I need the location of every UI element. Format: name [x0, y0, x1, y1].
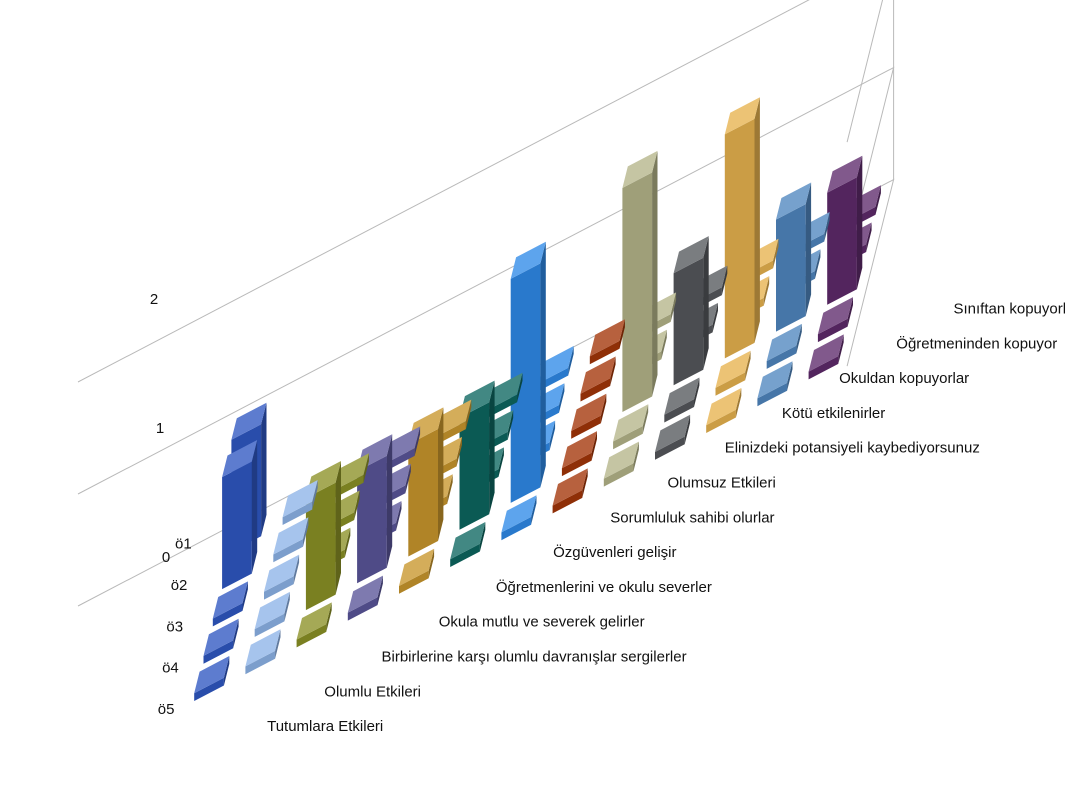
bar-ö5-6 [450, 522, 486, 567]
bar-ö5-9 [603, 441, 639, 487]
series-label: Okula mutlu ve severek gelirler [439, 614, 645, 631]
bar-ö1-8 [589, 319, 625, 365]
series-axis-labels: Tutumlara Etkileri Olumlu Etkileri Birbirl… [267, 301, 1065, 736]
bar-ö4-4 [357, 434, 393, 584]
bar-ö4-13 [817, 297, 853, 343]
bar-ö3-12 [776, 182, 812, 332]
bar-ö5-10 [655, 414, 691, 460]
bar-ö5-11 [706, 388, 742, 433]
series-label: Birbirlerine karşı olumlu davranışlar se… [382, 649, 687, 666]
bar-ö3-9 [622, 150, 658, 412]
bar-ö4-11 [715, 350, 751, 396]
bar-ö5-1 [194, 656, 230, 701]
bar-ö1-4 [385, 426, 421, 472]
z-tick-label: 0 [162, 549, 170, 566]
row-label: ö3 [166, 618, 183, 635]
bar-ö2-2 [273, 517, 309, 563]
row-label: ö4 [162, 660, 179, 677]
bar-ö4-2 [254, 591, 290, 637]
bar-ö4-12 [766, 323, 802, 369]
bar-ö4-6 [459, 380, 495, 530]
series-label: Sorumluluk sahibi olurlar [610, 509, 774, 526]
series-label: Sınıftan kopuyorlar [954, 301, 1065, 318]
bar-ö4-8 [561, 431, 597, 477]
bar-ö5-8 [552, 468, 588, 514]
series-label: Okuldan kopuyorlar [839, 370, 969, 387]
row-label: ö1 [175, 536, 192, 553]
bar-ö1-3 [333, 453, 369, 499]
bar-ö4-7 [510, 241, 546, 503]
bar-ö3-11 [724, 97, 760, 359]
series-label: Öğretmeninden kopuyor [896, 334, 1057, 352]
bar-ö1-7 [538, 346, 574, 391]
bar-ö5-4 [347, 575, 383, 621]
series-label: Tutumlara Etkileri [267, 718, 383, 735]
series-label: Öğretmenlerini ve okulu severler [496, 578, 712, 596]
bars-layer [194, 97, 881, 701]
bar-ö5-12 [757, 361, 793, 407]
row-label: ö2 [171, 577, 188, 594]
bar-ö3-13 [827, 155, 863, 305]
bar-ö1-2 [282, 480, 318, 525]
row-label: ö5 [158, 701, 175, 718]
series-label: Kötü etkilenirler [782, 405, 885, 422]
bar-ö2-8 [580, 356, 616, 402]
bar-ö5-2 [245, 629, 281, 675]
bar-ö4-10 [664, 377, 700, 423]
bar-ö3-10 [673, 236, 709, 386]
bar-ö5-3 [296, 602, 332, 648]
bar-ö5-7 [501, 495, 537, 541]
z-tick-label: 1 [156, 420, 164, 437]
row-axis-labels: ö1 ö2 ö3 ö4 ö5 [158, 536, 192, 718]
series-label: Olumsuz Etkileri [668, 475, 776, 492]
bar-ö5-13 [808, 334, 844, 380]
bar-ö1-6 [487, 372, 523, 418]
series-label: Özgüvenleri gelişir [553, 543, 676, 561]
z-tick-label: 2 [150, 291, 158, 308]
bar-ö3-8 [571, 393, 607, 439]
bar-ö4-1 [203, 618, 239, 664]
bar-ö4-5 [408, 407, 444, 557]
bar-ö4-3 [305, 461, 341, 611]
series-label: Elinizdeki potansiyeli kaybediyorsunuz [725, 440, 980, 457]
bar-ö3-2 [264, 554, 300, 600]
bar-ö2-1 [222, 440, 258, 590]
bar-ö4-9 [613, 404, 649, 450]
z-axis-ticks: 0 1 2 [150, 291, 170, 566]
gridline-2 [77, 0, 884, 383]
bar-ö3-1 [212, 581, 248, 627]
series-label: Olumlu Etkileri [324, 683, 421, 700]
bar-ö1-5 [436, 399, 472, 445]
bar-ö5-5 [399, 548, 435, 594]
